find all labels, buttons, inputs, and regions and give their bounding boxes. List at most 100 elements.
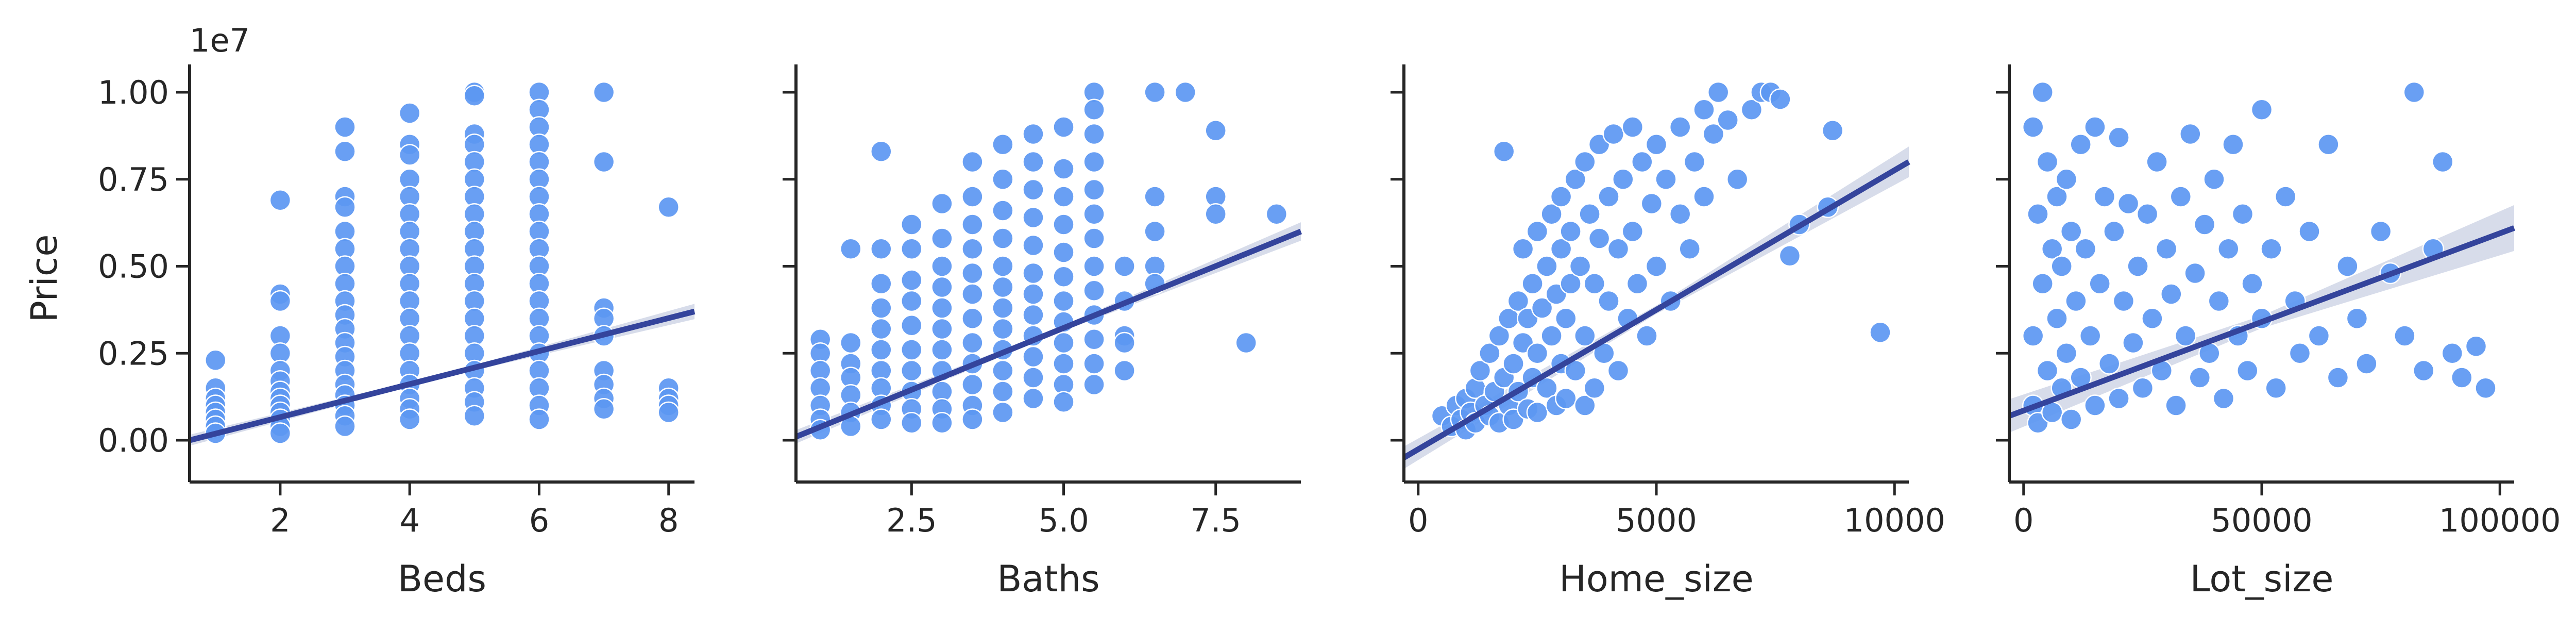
- data-point: [1205, 120, 1227, 142]
- data-point: [1022, 283, 1044, 305]
- data-point: [1869, 321, 1891, 344]
- data-point: [1083, 255, 1105, 277]
- data-point: [961, 283, 984, 305]
- data-point: [1645, 255, 1668, 277]
- data-point: [2160, 283, 2182, 305]
- panel-baths: 2.5 5.0 7.5 Baths: [783, 64, 1302, 600]
- data-point: [2112, 290, 2135, 312]
- data-point: [1526, 342, 1549, 364]
- data-point: [1707, 81, 1730, 104]
- y-axis-label: Price: [23, 235, 65, 323]
- data-point: [2155, 238, 2178, 260]
- data-point: [1022, 123, 1044, 145]
- y-tick-label: 0.75: [98, 161, 169, 198]
- data-point: [1550, 238, 1572, 260]
- data-point: [1612, 168, 1634, 191]
- data-point: [269, 290, 292, 312]
- data-point: [870, 297, 892, 319]
- data-point: [1053, 265, 1075, 288]
- data-point: [1574, 325, 1596, 347]
- data-point: [1022, 367, 1044, 389]
- data-point: [1144, 220, 1166, 243]
- regression-line: [794, 228, 1302, 440]
- data-point: [901, 269, 923, 291]
- x-tick-label: 0: [1408, 502, 1428, 539]
- data-point: [2451, 367, 2473, 389]
- data-point: [1631, 151, 1653, 173]
- data-point: [1583, 273, 1606, 295]
- data-point: [961, 238, 984, 260]
- data-point: [2441, 342, 2464, 364]
- data-point: [1569, 255, 1591, 277]
- data-point: [1053, 213, 1075, 236]
- data-point: [1602, 123, 1625, 145]
- data-point: [2131, 377, 2154, 400]
- data-point: [2403, 81, 2426, 104]
- data-point: [2060, 220, 2082, 243]
- data-point: [1053, 331, 1075, 354]
- data-point: [1507, 290, 1530, 312]
- data-point: [1053, 353, 1075, 375]
- data-point: [269, 422, 292, 444]
- data-point: [1022, 151, 1044, 173]
- x-tick-label: 5.0: [1038, 502, 1089, 539]
- data-point: [1022, 206, 1044, 229]
- data-point: [2060, 408, 2082, 430]
- x-tick-label: 0: [2013, 502, 2033, 539]
- data-point: [657, 196, 680, 219]
- data-point: [2231, 203, 2254, 225]
- data-point: [931, 339, 953, 361]
- x-axis-label: Lot_size: [2190, 558, 2334, 600]
- data-point: [2055, 168, 2078, 191]
- data-point: [1555, 387, 1577, 410]
- data-point: [2079, 325, 2102, 347]
- data-point: [901, 359, 923, 382]
- data-point: [592, 398, 615, 420]
- panel-lot-size: 0 50000 100000 Lot_size: [1996, 64, 2561, 600]
- data-point: [2217, 238, 2240, 260]
- data-point: [1022, 178, 1044, 201]
- data-point: [2089, 273, 2111, 295]
- data-point: [2031, 273, 2054, 295]
- data-point: [1022, 234, 1044, 257]
- data-point: [992, 200, 1014, 222]
- data-point: [1683, 151, 1706, 173]
- data-point: [1113, 331, 1136, 354]
- data-point: [2122, 331, 2144, 354]
- regression-line: [1402, 159, 1910, 460]
- data-point: [2098, 353, 2121, 375]
- data-point: [1560, 220, 1582, 243]
- data-point: [1083, 373, 1105, 396]
- data-point: [1479, 342, 1501, 364]
- data-point: [961, 408, 984, 430]
- data-point: [2036, 151, 2059, 173]
- data-point: [2093, 186, 2116, 208]
- x-tick-label: 6: [529, 502, 549, 539]
- data-point: [2070, 134, 2092, 156]
- x-axis-label: Beds: [398, 558, 486, 600]
- data-point: [1083, 178, 1105, 201]
- data-point: [992, 227, 1014, 250]
- data-point: [1144, 81, 1166, 104]
- data-point: [870, 273, 892, 295]
- data-point: [1574, 151, 1596, 173]
- data-point: [2355, 353, 2378, 375]
- data-point: [2394, 325, 2416, 347]
- data-point: [1655, 168, 1677, 191]
- data-point: [961, 307, 984, 330]
- data-point: [2208, 290, 2230, 312]
- data-point: [2413, 359, 2435, 382]
- data-point: [870, 238, 892, 260]
- data-point: [1265, 203, 1288, 225]
- data-point: [2055, 342, 2078, 364]
- data-point: [992, 318, 1014, 340]
- data-point: [1579, 203, 1601, 225]
- data-point: [1531, 297, 1553, 319]
- data-point: [2184, 262, 2206, 285]
- data-point: [463, 405, 486, 427]
- facet-panels: 0.00 0.25 0.50 0.75 1.00 2 4 6 8 Beds 2.5 5.0 7.5 Bat…: [98, 64, 2561, 600]
- data-point: [1564, 168, 1587, 191]
- regression-line: [189, 308, 696, 443]
- data-point: [2327, 367, 2349, 389]
- data-point: [1053, 158, 1075, 180]
